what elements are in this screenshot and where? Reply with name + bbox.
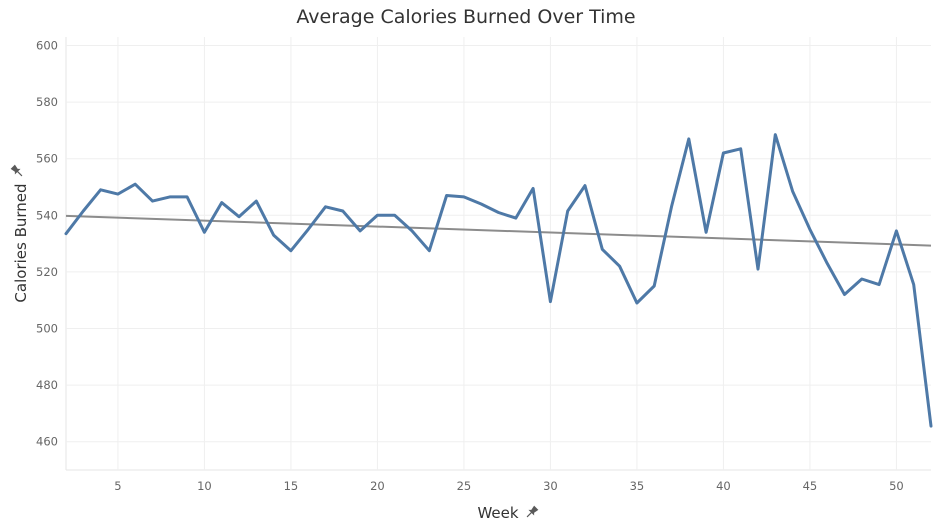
- data-point[interactable]: [133, 182, 137, 186]
- data-point[interactable]: [929, 424, 933, 428]
- data-point[interactable]: [202, 230, 206, 234]
- data-point[interactable]: [410, 229, 414, 233]
- data-point[interactable]: [99, 188, 103, 192]
- x-axis-title: Week: [477, 504, 518, 522]
- data-point[interactable]: [877, 283, 881, 287]
- data-point[interactable]: [64, 232, 68, 236]
- data-point[interactable]: [445, 193, 449, 197]
- pin-icon[interactable]: [524, 505, 539, 520]
- data-point[interactable]: [254, 199, 258, 203]
- data-point[interactable]: [618, 264, 622, 268]
- y-axis-title: Calories Burned: [12, 183, 30, 302]
- data-point[interactable]: [652, 284, 656, 288]
- trend-line: [65, 214, 932, 247]
- data-point[interactable]: [220, 201, 224, 205]
- y-tick-label: 560: [36, 152, 58, 166]
- x-axis-ticks: 5 10 15 20 25 30 35 40 45 50: [114, 479, 903, 493]
- y-tick-label: 500: [36, 321, 58, 335]
- data-point[interactable]: [670, 205, 674, 209]
- data-point[interactable]: [791, 189, 795, 193]
- data-point[interactable]: [289, 249, 293, 253]
- series-line[interactable]: [64, 133, 933, 428]
- data-point[interactable]: [548, 300, 552, 304]
- data-point[interactable]: [531, 186, 535, 190]
- data-point[interactable]: [341, 209, 345, 213]
- x-axis-title-group[interactable]: Week: [477, 504, 539, 522]
- data-point[interactable]: [704, 230, 708, 234]
- data-point[interactable]: [721, 151, 725, 155]
- data-point[interactable]: [306, 227, 310, 231]
- data-point[interactable]: [358, 229, 362, 233]
- pin-icon[interactable]: [10, 164, 25, 179]
- data-point[interactable]: [151, 199, 155, 203]
- data-point[interactable]: [739, 147, 743, 151]
- x-tick-label: 30: [543, 479, 558, 493]
- data-point[interactable]: [168, 195, 172, 199]
- plot-area: [64, 133, 933, 428]
- y-tick-label: 480: [36, 378, 58, 392]
- y-tick-label: 540: [36, 208, 58, 222]
- data-point[interactable]: [687, 137, 691, 141]
- x-tick-label: 10: [197, 479, 212, 493]
- data-point[interactable]: [860, 277, 864, 281]
- data-point[interactable]: [237, 215, 241, 219]
- gridlines: [65, 37, 931, 471]
- x-tick-label: 45: [803, 479, 818, 493]
- y-tick-label: 460: [36, 435, 58, 449]
- y-axis-ticks: 460 480 500 520 540 560 580 600: [36, 38, 58, 448]
- y-tick-label: 580: [36, 95, 58, 109]
- data-point[interactable]: [756, 267, 760, 271]
- data-point[interactable]: [497, 210, 501, 214]
- data-point[interactable]: [912, 283, 916, 287]
- data-point[interactable]: [185, 195, 189, 199]
- data-point[interactable]: [427, 249, 431, 253]
- data-point[interactable]: [324, 205, 328, 209]
- x-tick-label: 50: [889, 479, 904, 493]
- data-point[interactable]: [635, 301, 639, 305]
- x-tick-label: 40: [716, 479, 731, 493]
- data-point[interactable]: [843, 293, 847, 297]
- data-point[interactable]: [393, 213, 397, 217]
- data-point[interactable]: [462, 195, 466, 199]
- data-point[interactable]: [272, 233, 276, 237]
- x-tick-label: 20: [370, 479, 385, 493]
- y-tick-label: 600: [36, 38, 58, 52]
- data-point[interactable]: [825, 261, 829, 265]
- data-point[interactable]: [479, 202, 483, 206]
- y-axis-title-group[interactable]: Calories Burned: [10, 164, 30, 303]
- x-tick-label: 25: [457, 479, 472, 493]
- x-tick-label: 35: [630, 479, 645, 493]
- x-tick-label: 15: [284, 479, 299, 493]
- data-point[interactable]: [81, 209, 85, 213]
- data-point[interactable]: [116, 192, 120, 196]
- x-tick-label: 5: [114, 479, 121, 493]
- data-point[interactable]: [894, 229, 898, 233]
- data-point[interactable]: [375, 213, 379, 217]
- data-point[interactable]: [773, 133, 777, 137]
- chart-title: Average Calories Burned Over Time: [296, 6, 635, 28]
- data-point[interactable]: [583, 184, 587, 188]
- data-point[interactable]: [808, 227, 812, 231]
- data-point[interactable]: [600, 247, 604, 251]
- data-point[interactable]: [566, 209, 570, 213]
- data-point[interactable]: [514, 216, 518, 220]
- y-tick-label: 520: [36, 265, 58, 279]
